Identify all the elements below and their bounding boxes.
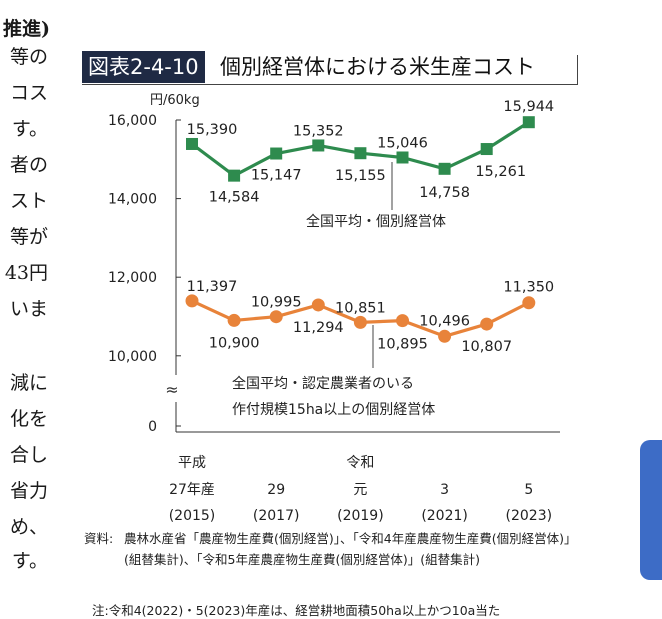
- x-tick-year: (2017): [253, 508, 300, 524]
- x-tick-label: 29: [267, 482, 285, 498]
- footnote: 注:令和4(2022)・5(2023)年産は、経営耕地面積50ha以上かつ10a…: [92, 603, 501, 618]
- data-point: [354, 147, 367, 160]
- data-point: [186, 137, 198, 150]
- left-text-line: 減に: [9, 372, 48, 394]
- data-point: [228, 169, 241, 182]
- data-point: [438, 329, 452, 343]
- source-note: 資料: 農林水産省「農産物生産費(個別経営)」、「令和4年産農産物生産費(個別経…: [84, 528, 589, 570]
- data-label: 10,807: [461, 339, 512, 355]
- y-tick-label: 10,000: [108, 349, 157, 365]
- data-point: [269, 310, 283, 324]
- data-label: 11,397: [187, 279, 238, 295]
- figure-title: 個別経営体における米生産コスト: [220, 55, 535, 79]
- data-point: [312, 139, 325, 152]
- left-text-line: す。: [11, 550, 48, 572]
- figure-title-bar: 図表2-4-10 個別経営体における米生産コスト: [82, 51, 578, 85]
- data-point: [185, 294, 199, 308]
- left-text-line: 等の: [9, 46, 48, 68]
- data-label: 15,046: [377, 135, 428, 151]
- figure-number: 図表2-4-10: [82, 51, 205, 83]
- x-tick-era: 平成: [178, 455, 206, 471]
- x-tick-year: (2015): [169, 508, 216, 524]
- data-point: [396, 314, 409, 328]
- title-bracket: [577, 55, 578, 84]
- y-tick-label: 14,000: [108, 192, 157, 208]
- section-heading: 推進): [3, 18, 50, 40]
- left-text-line: スト: [9, 190, 48, 212]
- data-point: [353, 315, 367, 329]
- data-point: [311, 298, 325, 312]
- data-label: 11,294: [293, 320, 344, 336]
- data-point: [522, 296, 536, 310]
- x-tick-year: (2021): [421, 508, 468, 524]
- left-text-line: 省力: [9, 480, 48, 502]
- left-text-line: め、: [9, 516, 48, 538]
- left-text-line: 者の: [9, 154, 48, 176]
- y-unit-label: 円/60kg: [150, 93, 200, 108]
- left-text-line: 等が: [9, 226, 48, 248]
- data-label: 10,851: [335, 300, 386, 316]
- left-text-line: いま: [9, 298, 48, 320]
- y-tick-label: 16,000: [108, 113, 157, 129]
- data-label: 10,995: [251, 295, 302, 311]
- data-label: 15,352: [293, 123, 344, 139]
- series-name: 全国平均・個別経営体: [306, 213, 446, 230]
- data-label: 10,895: [377, 337, 428, 353]
- data-point: [438, 162, 451, 175]
- data-label: 15,155: [335, 168, 386, 184]
- data-label: 14,584: [209, 190, 260, 206]
- x-tick-label: 3: [440, 482, 449, 498]
- left-column-text: 推進) 等の コス す。 者の スト 等が 43円 いま 減に 化を 合し 省力 め、 す。: [0, 0, 56, 614]
- series-name-line1: 全国平均・認定農業者のいる: [232, 375, 414, 392]
- data-label: 10,496: [419, 313, 470, 329]
- side-tab[interactable]: [640, 440, 662, 580]
- y-tick-label: 12,000: [108, 270, 157, 286]
- data-point: [270, 147, 283, 160]
- left-text-line: 合し: [9, 444, 48, 466]
- data-label: 11,350: [503, 280, 554, 296]
- left-text-line: 43円: [4, 262, 48, 284]
- left-text-line: コス: [9, 82, 48, 104]
- x-tick-label: 5: [524, 482, 533, 498]
- y-axis-break: ≈: [165, 380, 178, 399]
- data-point: [227, 313, 241, 327]
- x-tick-era: 令和: [346, 455, 374, 471]
- data-label: 15,147: [251, 168, 302, 184]
- data-point: [522, 116, 535, 129]
- source-text: 農林水産省「農産物生産費(個別経営)」、「令和4年産農産物生産費(個別経営体)」…: [124, 531, 577, 567]
- data-point: [480, 143, 493, 156]
- y-tick-label: 0: [148, 419, 157, 435]
- data-label: 10,900: [209, 335, 260, 351]
- x-tick-year: (2019): [337, 508, 384, 524]
- series-name-line2: 作付規模15ha以上の個別経営体: [232, 402, 435, 418]
- data-label: 15,944: [503, 99, 554, 115]
- data-label: 15,261: [475, 164, 526, 180]
- data-point: [396, 151, 409, 164]
- x-tick-label: 27年産: [169, 482, 215, 498]
- data-label: 14,758: [419, 185, 470, 201]
- x-tick-label: 元: [353, 482, 367, 498]
- left-text-line: 化を: [9, 408, 48, 430]
- x-tick-year: (2023): [506, 508, 553, 524]
- source-label: 資料:: [84, 531, 114, 546]
- data-point: [480, 317, 494, 331]
- left-text-line: す。: [11, 118, 48, 140]
- data-label: 15,390: [187, 122, 238, 138]
